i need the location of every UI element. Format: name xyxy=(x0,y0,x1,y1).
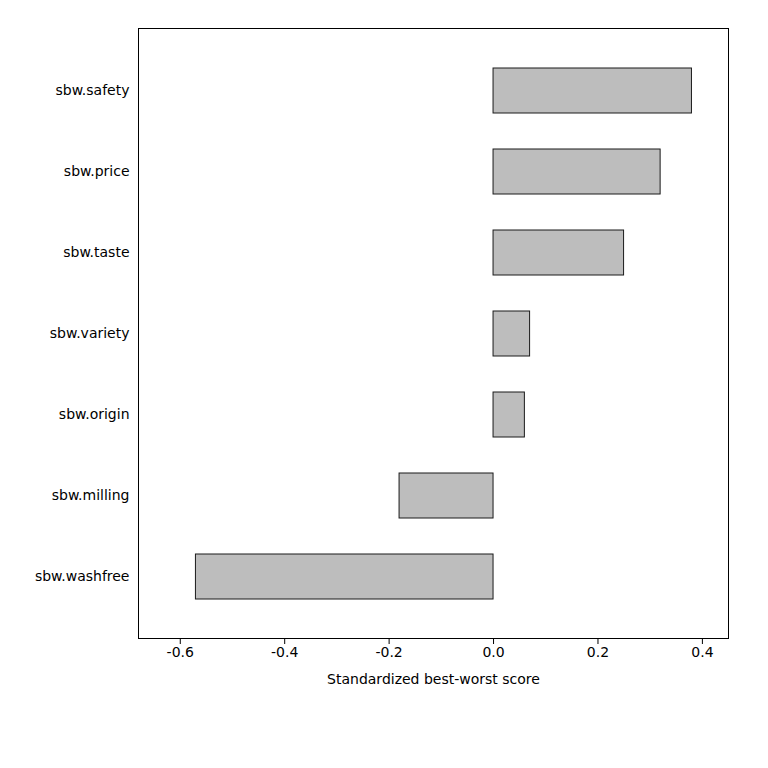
svg-text:-0.6: -0.6 xyxy=(167,644,194,660)
svg-text:sbw.safety: sbw.safety xyxy=(56,82,130,98)
svg-text:Standardized best-worst score: Standardized best-worst score xyxy=(327,671,540,687)
svg-text:sbw.origin: sbw.origin xyxy=(59,406,130,422)
svg-text:sbw.price: sbw.price xyxy=(64,163,130,179)
svg-text:0.0: 0.0 xyxy=(482,644,504,660)
svg-text:sbw.variety: sbw.variety xyxy=(50,325,130,341)
svg-text:0.4: 0.4 xyxy=(691,644,713,660)
svg-text:-0.4: -0.4 xyxy=(271,644,298,660)
svg-text:0.2: 0.2 xyxy=(587,644,609,660)
svg-text:-0.2: -0.2 xyxy=(375,644,402,660)
svg-text:sbw.washfree: sbw.washfree xyxy=(35,568,130,584)
svg-text:sbw.taste: sbw.taste xyxy=(63,244,129,260)
svg-text:sbw.milling: sbw.milling xyxy=(52,487,130,503)
